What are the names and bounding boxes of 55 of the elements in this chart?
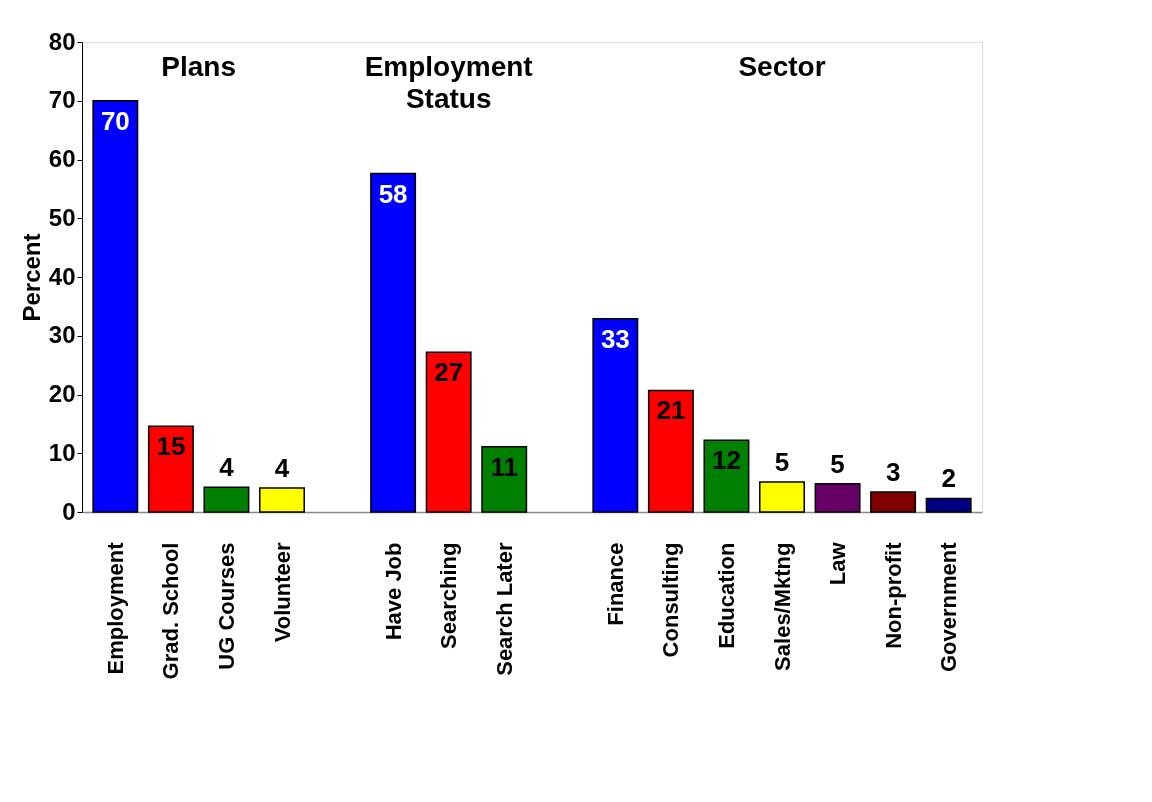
data-label: 70 bbox=[100, 105, 130, 136]
bar bbox=[92, 100, 139, 513]
x-tick-label: Education bbox=[713, 542, 739, 649]
x-tick-label: Sales/Mktng bbox=[769, 542, 795, 671]
x-tick-label: Government bbox=[936, 541, 962, 673]
bar bbox=[370, 172, 417, 513]
data-label: 33 bbox=[600, 323, 630, 354]
y-tick-label: 80 bbox=[48, 27, 76, 55]
x-tick-label: Volunteer bbox=[269, 542, 295, 643]
y-tick-label: 30 bbox=[48, 321, 76, 349]
x-tick-label: Consulting bbox=[658, 542, 684, 658]
bar bbox=[759, 481, 805, 513]
bar bbox=[814, 483, 861, 513]
bar bbox=[147, 425, 194, 513]
data-label: 27 bbox=[434, 357, 464, 388]
y-tick-label: 50 bbox=[48, 203, 76, 231]
data-label: 12 bbox=[711, 445, 741, 476]
x-tick-label: Law bbox=[825, 541, 851, 586]
data-label: 4 bbox=[274, 452, 290, 483]
y-tick-label: 40 bbox=[48, 262, 76, 290]
bar bbox=[203, 486, 250, 513]
y-tick-label: 0 bbox=[62, 497, 76, 525]
annotation: Employment Status bbox=[364, 51, 533, 114]
bar bbox=[870, 491, 917, 513]
annotation: Sector bbox=[738, 51, 826, 82]
y-tick-label: 20 bbox=[48, 380, 76, 407]
x-tick-label: Non-profit bbox=[880, 541, 906, 649]
x-tick-label: Employment bbox=[102, 541, 128, 675]
y-tick-label: 10 bbox=[48, 438, 76, 466]
x-tick-label: Finance bbox=[602, 542, 628, 626]
data-label: 5 bbox=[830, 448, 845, 479]
x-tick-label: Have Job bbox=[380, 542, 406, 641]
y-axis-title: Percent bbox=[17, 233, 45, 322]
annotation: Plans bbox=[161, 51, 237, 82]
data-label: 2 bbox=[941, 463, 956, 494]
data-label: 58 bbox=[378, 178, 408, 209]
data-label: 15 bbox=[156, 431, 186, 462]
bar bbox=[481, 446, 528, 513]
y-tick-label: 60 bbox=[48, 145, 76, 172]
bar bbox=[259, 487, 305, 513]
bar bbox=[703, 439, 750, 513]
data-label: 11 bbox=[490, 451, 518, 482]
data-label: 5 bbox=[774, 447, 790, 478]
x-tick-label: Searching bbox=[436, 542, 462, 649]
data-label: 21 bbox=[656, 395, 686, 426]
data-label: 3 bbox=[885, 457, 901, 488]
bar bbox=[592, 317, 639, 513]
x-tick-label: Grad. School bbox=[158, 542, 184, 680]
bar bbox=[925, 497, 972, 513]
bar bbox=[647, 389, 694, 513]
data-label: 4 bbox=[219, 452, 235, 483]
x-tick-label: UG Courses bbox=[213, 542, 239, 670]
x-tick-label: Search Later bbox=[491, 542, 517, 676]
y-tick-label: 70 bbox=[48, 86, 76, 114]
bar bbox=[425, 351, 472, 513]
